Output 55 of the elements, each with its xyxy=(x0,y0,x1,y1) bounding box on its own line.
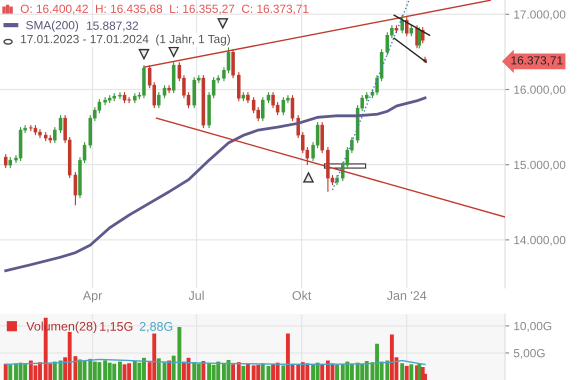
candlestick xyxy=(400,14,404,34)
bar xyxy=(305,363,310,380)
annotation: 2,88G xyxy=(140,322,172,332)
x-tick-label: Okt xyxy=(292,290,312,300)
bar xyxy=(207,362,212,380)
bar xyxy=(118,362,122,380)
bar xyxy=(409,364,414,380)
legend-label: SMA(200) xyxy=(26,20,78,32)
candlestick xyxy=(410,24,414,37)
annotation: 1,15G xyxy=(100,322,132,332)
bar xyxy=(172,356,176,380)
bar xyxy=(400,363,404,380)
candlestick xyxy=(4,154,8,169)
bar xyxy=(201,361,206,380)
candlestick xyxy=(133,92,137,104)
y-tick-label: 16.000,00 xyxy=(514,86,566,96)
bar xyxy=(73,356,78,380)
y-tick-label: 15.000,00 xyxy=(514,160,566,170)
line-series xyxy=(4,96,426,272)
bar xyxy=(281,365,286,380)
text: 17.01.2023 - 17.01.2024 (1 Jahr, 1 Tag) xyxy=(21,34,230,46)
bar xyxy=(231,364,236,380)
candlestick xyxy=(418,26,422,49)
candlestick xyxy=(290,94,294,122)
candlestick xyxy=(266,92,270,104)
candlestick xyxy=(242,92,246,102)
bar xyxy=(177,326,182,380)
candlestick xyxy=(261,96,265,122)
bar xyxy=(271,364,276,380)
candlestick xyxy=(282,96,286,116)
y-tick-label: 10,00G xyxy=(514,322,552,332)
candlestick xyxy=(74,171,78,206)
candlestick xyxy=(246,92,250,104)
x-tick-label: Jan '24 xyxy=(386,291,426,300)
candlestick xyxy=(58,114,62,134)
bar xyxy=(266,366,270,380)
y-tick-label: 17.000,00 xyxy=(514,10,566,20)
candlestick xyxy=(8,156,12,169)
x-tick-label: Apr xyxy=(82,291,102,302)
bar xyxy=(241,366,246,380)
candlestick xyxy=(53,126,57,144)
candlestick xyxy=(162,84,166,99)
bar xyxy=(167,360,172,380)
candlestick xyxy=(386,32,390,56)
text: 16.373,71 xyxy=(511,56,562,66)
candlestick xyxy=(237,72,241,102)
y-tick-label: 14.000,00 xyxy=(514,236,566,246)
bar xyxy=(335,364,339,380)
candlestick xyxy=(112,92,116,102)
chart-title: O: 16.400,42 H: 16.435,68 L: 16.355,27 C: 16.373,71 xyxy=(20,4,308,14)
x-tick-label: Jul xyxy=(188,290,204,300)
candlestick xyxy=(157,92,161,109)
y-tick-label: 5,00G xyxy=(514,348,545,359)
bar xyxy=(385,360,390,380)
annotation: 15.887,32 xyxy=(87,22,138,32)
